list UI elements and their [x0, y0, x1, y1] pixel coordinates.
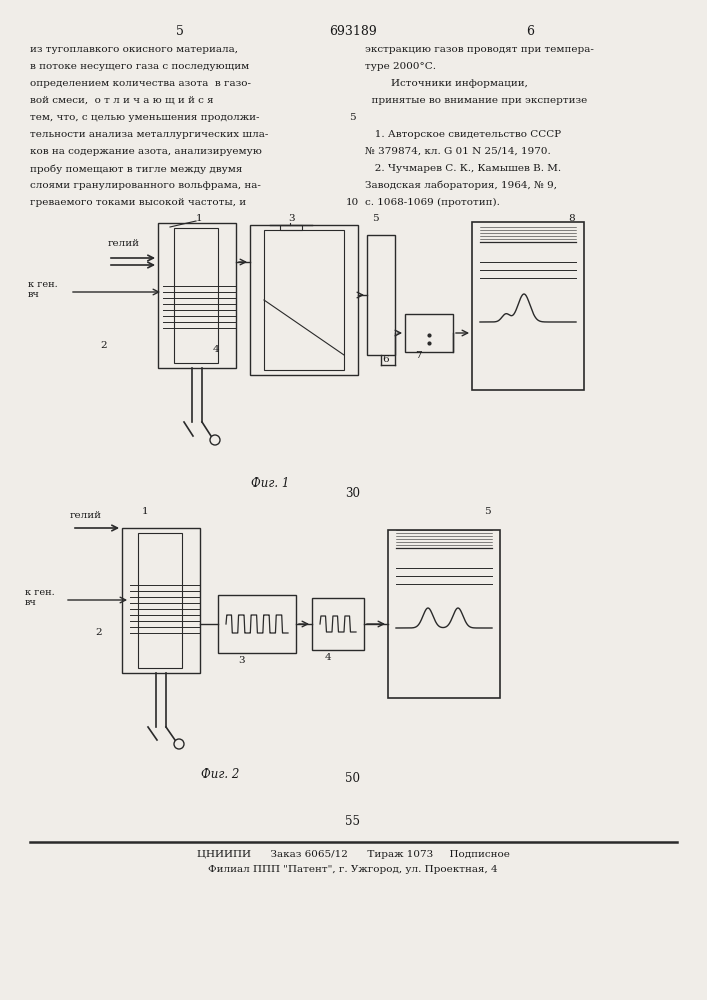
Text: определением количества азота  в газо-: определением количества азота в газо-	[30, 79, 251, 88]
Bar	[218, 595, 296, 653]
Text: принятые во внимание при экспертизе: принятые во внимание при экспертизе	[365, 96, 588, 105]
Text: 1. Авторское свидетельство СССР: 1. Авторское свидетельство СССР	[365, 130, 561, 139]
Text: к ген.: к ген.	[25, 588, 54, 597]
Text: ков на содержание азота, анализируемую: ков на содержание азота, анализируемую	[30, 147, 262, 156]
Bar	[138, 533, 182, 668]
Text: 2. Чучмарев С. К., Камышев В. М.: 2. Чучмарев С. К., Камышев В. М.	[365, 164, 561, 173]
Bar	[388, 530, 500, 698]
Text: Заводская лаборатория, 1964, № 9,: Заводская лаборатория, 1964, № 9,	[365, 181, 557, 190]
Text: вч: вч	[25, 598, 37, 607]
Text: тем, что, с целью уменьшения продолжи-: тем, что, с целью уменьшения продолжи-	[30, 113, 259, 122]
Text: тельности анализа металлургических шла-: тельности анализа металлургических шла-	[30, 130, 269, 139]
Text: вч: вч	[28, 290, 40, 299]
Text: вой смеси,  о т л и ч а ю щ и й с я: вой смеси, о т л и ч а ю щ и й с я	[30, 96, 214, 105]
Bar	[122, 528, 200, 673]
Text: 6: 6	[382, 355, 389, 364]
Text: 1: 1	[142, 507, 148, 516]
Text: туре 2000°С.: туре 2000°С.	[365, 62, 436, 71]
Text: Источники информации,: Источники информации,	[365, 79, 528, 88]
Text: ЦНИИПИ      Заказ 6065/12      Тираж 1073     Подписное: ЦНИИПИ Заказ 6065/12 Тираж 1073 Подписно…	[197, 850, 510, 859]
Text: 5: 5	[176, 25, 184, 38]
Bar	[405, 314, 453, 352]
Text: гелий: гелий	[108, 239, 140, 248]
Text: гелий: гелий	[70, 511, 102, 520]
Bar	[472, 222, 584, 390]
Text: к ген.: к ген.	[28, 280, 58, 289]
Text: Фиг. 2: Фиг. 2	[201, 768, 239, 781]
Text: 10: 10	[346, 198, 358, 207]
Text: пробу помещают в тигле между двумя: пробу помещают в тигле между двумя	[30, 164, 243, 174]
Text: слоями гранулированного вольфрама, на-: слоями гранулированного вольфрама, на-	[30, 181, 261, 190]
Text: 693189: 693189	[329, 25, 377, 38]
Text: 8: 8	[568, 214, 575, 223]
Text: 5: 5	[349, 113, 356, 122]
Bar	[312, 598, 364, 650]
Text: 30: 30	[346, 487, 361, 500]
Text: 50: 50	[346, 772, 361, 785]
Bar	[158, 223, 236, 368]
Text: 5: 5	[372, 214, 379, 223]
Text: 3: 3	[288, 214, 295, 223]
Text: № 379874, кл. G 01 N 25/14, 1970.: № 379874, кл. G 01 N 25/14, 1970.	[365, 147, 551, 156]
Text: греваемого токами высокой частоты, и: греваемого токами высокой частоты, и	[30, 198, 246, 207]
Bar	[264, 230, 344, 370]
Text: 7: 7	[415, 351, 421, 360]
Text: 6: 6	[526, 25, 534, 38]
Text: экстракцию газов проводят при темпера-: экстракцию газов проводят при темпера-	[365, 45, 594, 54]
Bar	[280, 225, 302, 230]
Text: 5: 5	[484, 507, 491, 516]
Bar	[174, 228, 218, 363]
Text: 4: 4	[213, 345, 220, 354]
Text: 1: 1	[196, 214, 203, 223]
Text: 3: 3	[238, 656, 245, 665]
Text: 2: 2	[100, 341, 107, 350]
Text: 55: 55	[346, 815, 361, 828]
Text: 2: 2	[95, 628, 102, 637]
Text: с. 1068-1069 (прототип).: с. 1068-1069 (прототип).	[365, 198, 500, 207]
Text: в потоке несущего газа с последующим: в потоке несущего газа с последующим	[30, 62, 250, 71]
Text: Фиг. 1: Фиг. 1	[251, 477, 289, 490]
Text: 4: 4	[325, 653, 332, 662]
Text: из тугоплавкого окисного материала,: из тугоплавкого окисного материала,	[30, 45, 238, 54]
Bar	[367, 235, 395, 355]
Bar	[250, 225, 358, 375]
Text: Филиал ППП "Патент", г. Ужгород, ул. Проектная, 4: Филиал ППП "Патент", г. Ужгород, ул. Про…	[208, 865, 498, 874]
